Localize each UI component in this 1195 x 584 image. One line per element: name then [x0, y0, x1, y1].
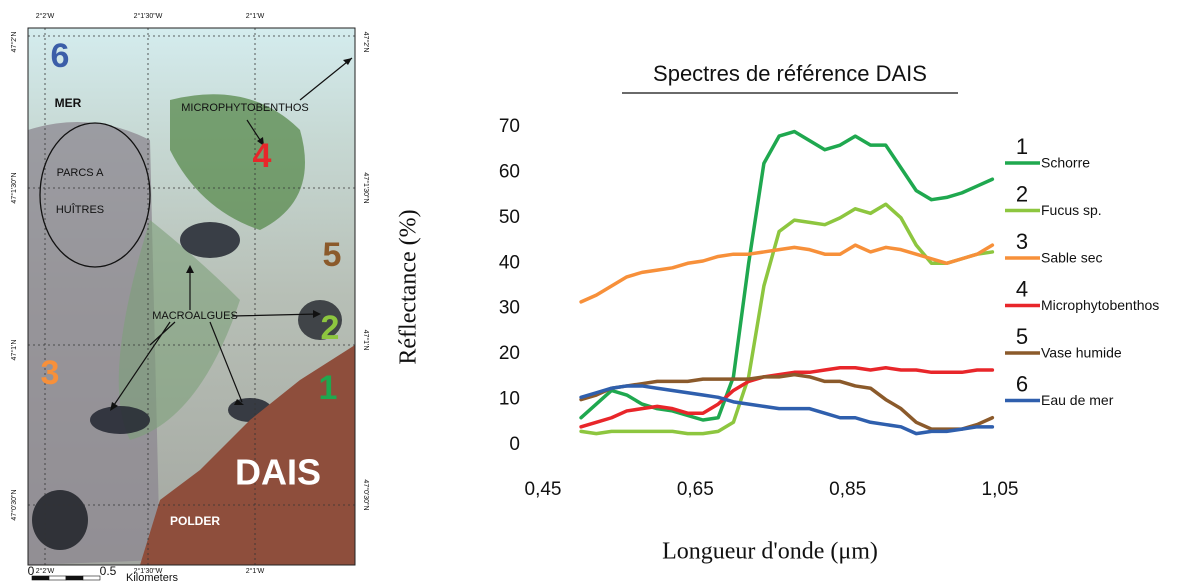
y-tick-label: 40: [499, 252, 520, 273]
map-top-tick: 2°1'30"W: [134, 12, 163, 20]
map-bottom-tick: 2°1'W: [246, 567, 265, 575]
map-label: MER: [55, 96, 82, 110]
map-right-tick: 47°2'N: [362, 32, 370, 53]
series-line: [579, 243, 995, 304]
x-tick-label: 0,45: [525, 479, 562, 500]
x-tick-label: 0,85: [829, 479, 866, 500]
zone-number: 2: [321, 309, 340, 347]
map-label: HUÎTRES: [56, 203, 104, 216]
y-tick-label: 50: [499, 207, 520, 228]
legend-label: Vase humide: [1041, 345, 1122, 361]
scale-label: 0: [28, 564, 35, 578]
y-tick-label: 0: [509, 434, 520, 455]
legend-number: 6: [1016, 371, 1028, 396]
x-tick-label: 0,65: [677, 479, 714, 500]
legend-number: 5: [1016, 324, 1028, 349]
map-right-tick: 47°1'N: [362, 330, 370, 351]
scale-bar-segment: [31, 575, 50, 581]
series-line: [579, 366, 995, 429]
series-line: [579, 202, 995, 436]
series-line: [579, 384, 995, 436]
legend-number: 1: [1016, 134, 1028, 159]
legend-number: 3: [1016, 229, 1028, 254]
y-tick-label: 30: [499, 298, 520, 319]
map-label: PARCS A: [57, 167, 105, 179]
scale-label: 0.5: [100, 564, 117, 578]
x-axis-label: Longueur d'onde (μm): [662, 539, 878, 565]
zone-number: 1: [319, 369, 338, 407]
scale-bar-segment: [65, 575, 84, 581]
y-tick-label: 10: [499, 389, 520, 410]
map-top-tick: 2°1'W: [246, 12, 265, 20]
legend-label: Microphytobenthos: [1041, 297, 1159, 313]
y-axis-label: Réflectance (%): [396, 209, 422, 364]
map-left-tick: 47°1'30"N: [10, 172, 18, 203]
map-top-tick: 2°2'W: [36, 12, 55, 20]
legend-label: Schorre: [1041, 155, 1090, 171]
zone-number: 5: [323, 236, 342, 274]
zone-number: 4: [253, 137, 272, 175]
scale-bar-segment: [82, 575, 101, 581]
map-left-tick: 47°2'N: [10, 32, 18, 53]
satellite-map: [27, 27, 356, 566]
y-tick-label: 20: [499, 343, 520, 364]
series-line: [579, 372, 995, 431]
y-tick-label: 70: [499, 116, 520, 137]
map-right-tick: 47°1'30"N: [362, 172, 370, 203]
zone-number: 6: [51, 37, 70, 75]
legend-label: Sable sec: [1041, 250, 1102, 266]
map-label: POLDER: [170, 514, 220, 528]
chart-title: Spectres de référence DAIS: [653, 61, 927, 86]
map-label: MICROPHYTOBENTHOS: [181, 102, 309, 114]
scale-label: Kilometers: [126, 572, 178, 584]
legend-number: 4: [1016, 276, 1028, 301]
legend-number: 2: [1016, 181, 1028, 206]
map-bottom-tick: 2°1'30"W: [134, 567, 163, 575]
chart: Spectres de référence DAIS Longueur d'on…: [396, 61, 1160, 565]
y-tick-label: 60: [499, 161, 520, 182]
map-labels: 2°2'W 2°1'30"W 2°1'W 2°2'W 2°1'30"W 2°1'W 47°2…: [10, 12, 370, 584]
map-bottom-tick: 2°2'W: [36, 567, 55, 575]
scale-bar-segment: [48, 575, 67, 581]
zone-number: 3: [41, 354, 60, 392]
map-right-tick: 47°0'30"N: [362, 479, 370, 510]
legend-label: Fucus sp.: [1041, 202, 1102, 218]
map-left-tick: 47°1'N: [10, 340, 18, 361]
map-left-tick: 47°0'30"N: [10, 489, 18, 520]
map-label: DAIS: [235, 452, 321, 493]
legend-label: Eau de mer: [1041, 392, 1114, 408]
x-tick-label: 1,05: [982, 479, 1019, 500]
map-label: MACROALGUES: [152, 310, 238, 322]
